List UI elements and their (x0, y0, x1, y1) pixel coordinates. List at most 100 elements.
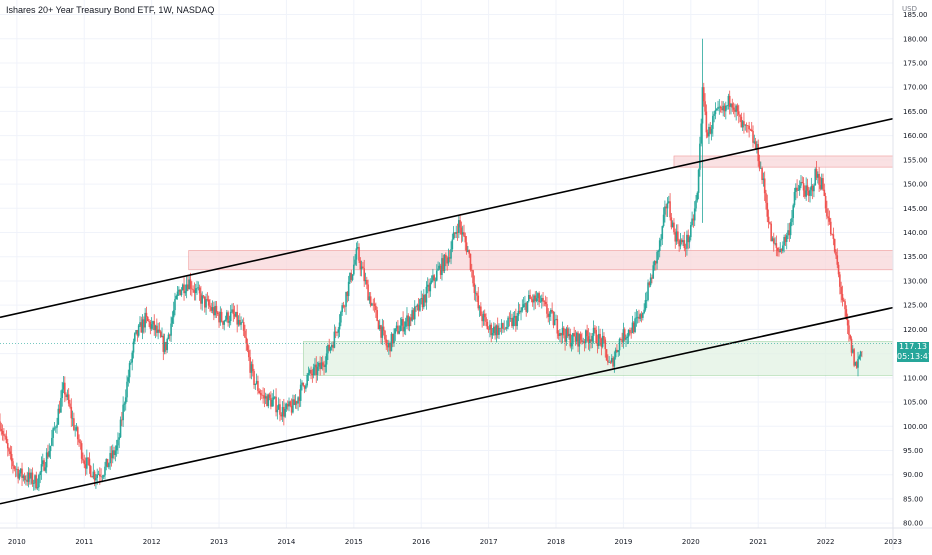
candle-body (73, 418, 75, 430)
candle-body (594, 327, 596, 330)
candle-body (845, 309, 848, 320)
candle-body (761, 168, 763, 181)
candle-body (362, 266, 364, 269)
candle-body (819, 184, 822, 189)
candle-body (578, 334, 581, 347)
candle-body (524, 303, 526, 305)
candle-body (242, 322, 245, 331)
candle-body (153, 321, 156, 331)
y-tick-label: 170.00 (903, 84, 928, 92)
candle-body (181, 284, 184, 291)
candle-body (411, 310, 413, 321)
candle-body (622, 329, 625, 343)
upper-trendline[interactable] (0, 117, 894, 319)
resistance-zone-middle[interactable] (188, 250, 894, 271)
candle-body (144, 312, 146, 328)
candle-body (163, 342, 166, 352)
candle-body (766, 202, 769, 217)
candle-body (96, 474, 99, 478)
candle-body (310, 369, 312, 374)
lower-trendline[interactable] (0, 306, 894, 505)
candle-body (0, 429, 3, 431)
candle-body (384, 330, 386, 340)
candle-body (346, 291, 349, 297)
candle-body (706, 132, 709, 137)
candle-body (551, 309, 553, 312)
candle-body (726, 105, 728, 107)
candle-body (359, 260, 362, 270)
candle-body (102, 475, 105, 477)
candle-body (483, 313, 486, 318)
candle-body (791, 218, 793, 223)
candle-body (10, 453, 13, 462)
candle-body (542, 297, 544, 302)
candle-body (644, 300, 647, 310)
last-price: 117.13 (899, 342, 927, 351)
candle-body (734, 109, 736, 112)
y-axis[interactable]: 80.0085.0090.0095.00100.00105.00110.0011… (903, 11, 928, 528)
x-tick-label: 2019 (615, 538, 633, 546)
candle-body (410, 317, 412, 321)
support-zone[interactable] (302, 341, 894, 376)
candle-body (683, 240, 686, 249)
candle-body (159, 331, 162, 337)
candle-body (308, 369, 311, 374)
resistance-zone-upper[interactable] (673, 155, 894, 168)
candle-body (604, 339, 607, 350)
candle-body (770, 223, 772, 242)
candle-body (858, 356, 861, 359)
candle-body (533, 295, 535, 303)
candle-body (820, 178, 823, 189)
candle-body (133, 333, 136, 342)
candle-body (95, 477, 97, 481)
candle-body (407, 315, 410, 327)
candle-body (106, 458, 109, 468)
candle-body (45, 452, 48, 468)
candle-body (14, 468, 17, 470)
candle-body (176, 291, 179, 297)
candle-body (82, 458, 84, 461)
candle-body (18, 473, 21, 479)
candle-body (508, 317, 511, 319)
candle-body (36, 487, 39, 489)
candle-body (859, 351, 862, 357)
candle-body (778, 251, 780, 253)
candle-body (227, 312, 229, 323)
candle-body (855, 362, 858, 368)
candle-body (53, 427, 56, 429)
chart-title[interactable]: Ishares 20+ Year Treasury Bond ETF, 1W, … (6, 5, 215, 15)
candle-body (709, 126, 712, 134)
candle-body (442, 258, 445, 272)
y-tick-label: 175.00 (903, 59, 928, 67)
candle-body (605, 349, 608, 361)
candle-body (4, 435, 6, 437)
candle-body (640, 314, 643, 318)
candle-body (323, 365, 325, 367)
candle-body (450, 249, 452, 259)
candle-body (158, 329, 161, 332)
candle-body (835, 251, 837, 256)
candle-body (432, 275, 434, 281)
candle-body (841, 293, 844, 301)
y-tick-label: 145.00 (903, 205, 928, 213)
candle-body (380, 325, 382, 338)
x-axis[interactable]: 2010 2011 2012 2013 2014 2015 2016 2017 2018 2019… (8, 538, 902, 546)
candle-body (627, 330, 630, 337)
candle-body (849, 335, 852, 339)
candle-body (400, 319, 403, 326)
candle-body (517, 310, 520, 316)
candle-body (109, 453, 111, 464)
candle-body (595, 329, 597, 344)
candle-body (389, 342, 391, 352)
candle-body (737, 111, 740, 115)
candle-body (283, 407, 285, 417)
candle-body (241, 322, 244, 323)
candle-body (179, 289, 181, 296)
candle-body (631, 322, 634, 333)
candle-body (850, 338, 853, 353)
candle-body (391, 333, 394, 344)
candle-body (503, 328, 505, 330)
candle-body (730, 103, 732, 107)
